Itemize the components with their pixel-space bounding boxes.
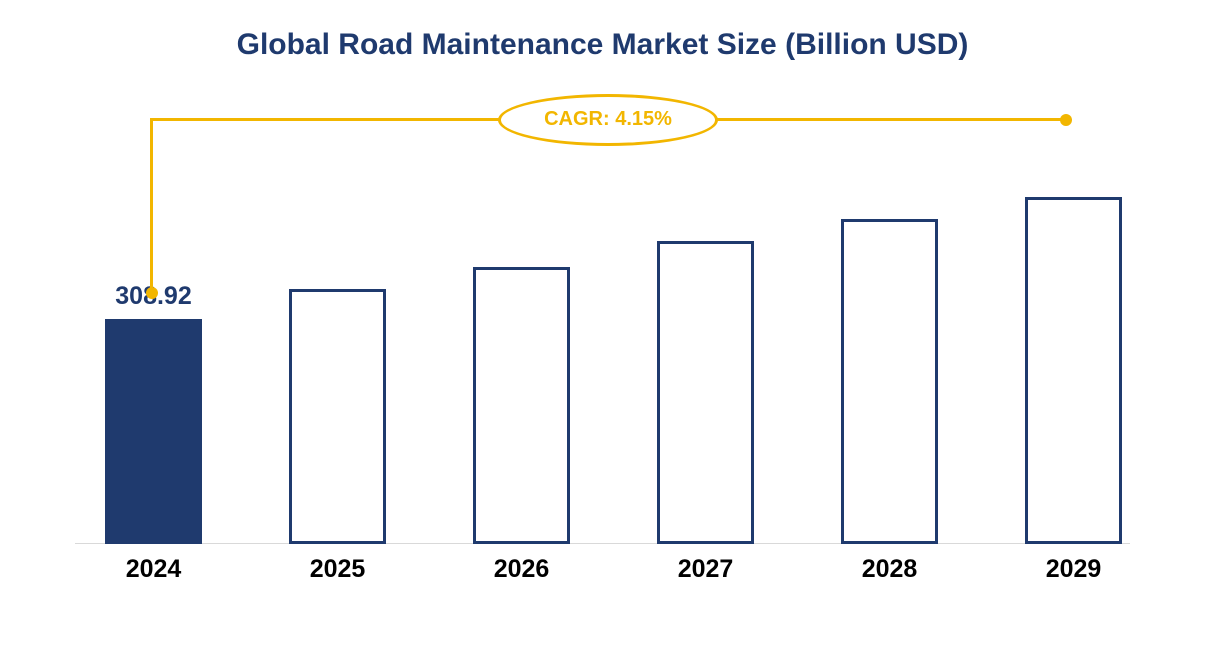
bar [289, 289, 386, 545]
chart-baseline [75, 543, 1130, 544]
bar [841, 219, 938, 544]
cagr-endpoint-dot [1060, 114, 1072, 126]
x-axis-label: 2028 [811, 555, 968, 584]
cagr-endpoint-dot [146, 287, 158, 299]
bar [1025, 197, 1122, 544]
cagr-line-vertical [150, 118, 153, 293]
chart-plot-area: 202420252026202720282029308.92 [75, 160, 1130, 584]
chart-title: Global Road Maintenance Market Size (Bil… [0, 28, 1205, 62]
bar [473, 267, 570, 544]
x-axis-label: 2027 [627, 555, 784, 584]
x-axis-label: 2029 [995, 555, 1152, 584]
bar [657, 241, 754, 544]
x-axis-label: 2025 [259, 555, 416, 584]
bar [105, 319, 202, 545]
cagr-badge: CAGR: 4.15% [498, 94, 718, 146]
x-axis-label: 2024 [75, 555, 232, 584]
x-axis-label: 2026 [443, 555, 600, 584]
